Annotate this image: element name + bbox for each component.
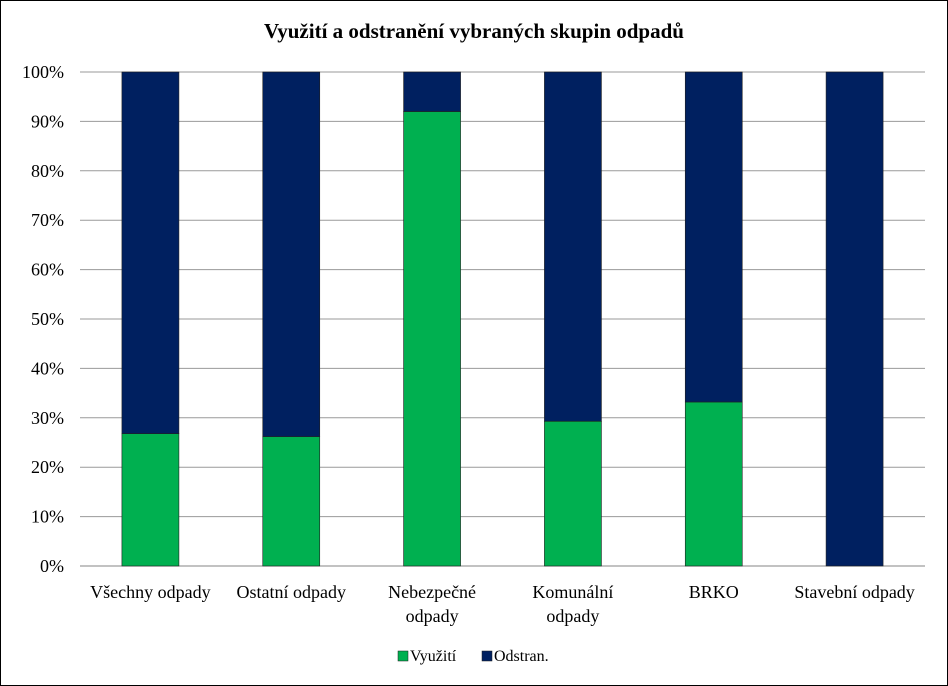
y-tick-label: 100% — [22, 62, 64, 82]
x-tick-label: odpady — [546, 606, 599, 626]
y-tick-label: 20% — [31, 457, 64, 477]
bar-segment-vyuziti — [403, 111, 461, 567]
y-tick-label: 90% — [31, 111, 64, 131]
legend: Využití Odstran. — [397, 648, 549, 665]
bar-segment-odstran — [544, 71, 602, 422]
legend-swatch — [397, 650, 409, 662]
y-tick-label: 10% — [31, 507, 64, 527]
bar-segment-vyuziti — [262, 436, 321, 567]
y-tick-label: 60% — [31, 260, 64, 280]
legend-label: Využití — [410, 648, 457, 665]
bars — [121, 71, 884, 567]
bar-segment-odstran — [121, 71, 180, 434]
y-tick-label: 50% — [31, 309, 64, 329]
bar-segment-vyuziti — [684, 401, 743, 567]
x-tick-label: BRKO — [689, 582, 739, 602]
x-axis-labels: Všechny odpady Ostatní odpady Nebezpečné od… — [90, 582, 915, 626]
x-tick-label: Ostatní odpady — [237, 582, 347, 602]
y-tick-label: 70% — [31, 210, 64, 230]
y-tick-label: 40% — [31, 358, 64, 378]
bar-segment-odstran — [262, 71, 321, 437]
chart-title: Využití a odstranění vybraných skupin od… — [264, 19, 684, 43]
bar-segment-odstran — [684, 71, 743, 403]
x-tick-label: Stavební odpady — [794, 582, 914, 602]
bar-segment-odstran — [825, 71, 884, 567]
y-tick-label: 30% — [31, 408, 64, 428]
bar-segment-vyuziti — [121, 433, 180, 567]
x-tick-label: odpady — [406, 606, 459, 626]
y-tick-label: 0% — [40, 556, 64, 576]
bar-segment-odstran — [403, 71, 461, 112]
y-tick-label: 80% — [31, 161, 64, 181]
legend-label: Odstran. — [494, 648, 549, 665]
x-tick-label: Komunální — [532, 582, 613, 602]
gridlines — [80, 71, 925, 567]
x-tick-label: Nebezpečné — [388, 582, 476, 602]
bar-segment-vyuziti — [544, 420, 602, 567]
y-axis-ticks: 0% 10% 20% 30% 40% 50% 60% 70% 80% 90% 100% — [22, 62, 64, 576]
x-tick-label: Všechny odpady — [90, 582, 210, 602]
legend-swatch — [481, 650, 493, 662]
